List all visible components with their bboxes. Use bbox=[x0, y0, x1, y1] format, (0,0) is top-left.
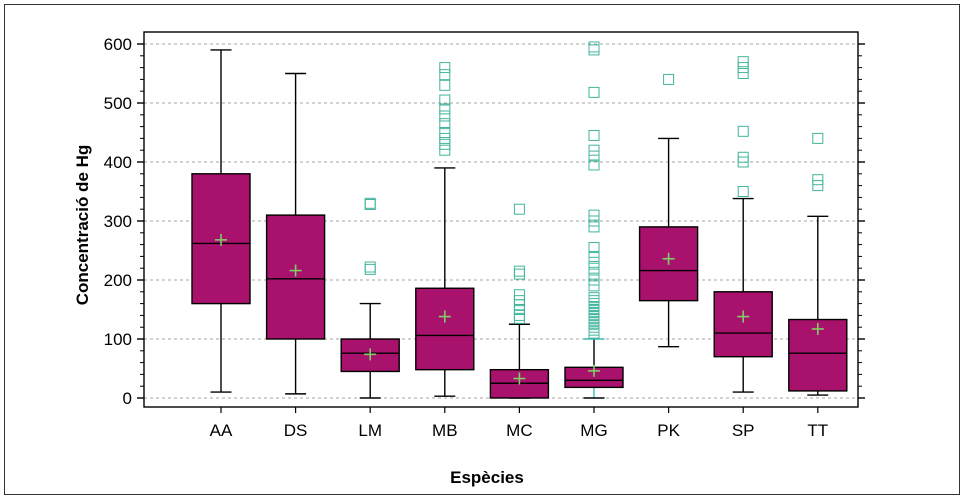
outlier-point bbox=[439, 110, 451, 122]
outlier-point bbox=[513, 289, 525, 301]
outlier-point bbox=[513, 309, 525, 321]
outlier-point bbox=[513, 265, 525, 277]
outlier-point bbox=[439, 94, 451, 106]
box-pk bbox=[638, 73, 699, 348]
outlier-point bbox=[588, 274, 600, 286]
outlier-point bbox=[439, 118, 451, 130]
outlier-point bbox=[439, 103, 451, 115]
outlier-point bbox=[737, 62, 749, 74]
x-tick-label: TT bbox=[807, 421, 828, 440]
x-tick-label: SP bbox=[732, 421, 755, 440]
box-mg bbox=[564, 41, 624, 399]
box-mc bbox=[489, 203, 550, 399]
box-sp bbox=[713, 56, 773, 393]
outlier-point bbox=[588, 221, 600, 233]
x-tick-label: MC bbox=[506, 421, 532, 440]
outlier-point bbox=[364, 197, 376, 209]
x-axis-title: Espècies bbox=[450, 468, 524, 487]
outlier-point bbox=[588, 280, 600, 292]
box-tt bbox=[788, 132, 848, 396]
outlier-point bbox=[588, 159, 600, 171]
outer-border bbox=[4, 4, 960, 495]
outlier-point bbox=[737, 68, 749, 79]
iqr-box bbox=[415, 287, 475, 371]
x-tick-label: MG bbox=[580, 421, 607, 440]
y-tick-label: 300 bbox=[104, 212, 132, 231]
outlier-point bbox=[439, 69, 451, 81]
outlier-point bbox=[588, 144, 600, 156]
x-tick-label: MB bbox=[432, 421, 458, 440]
y-tick-label: 500 bbox=[104, 94, 132, 113]
y-axis-title: Concentració de Hg bbox=[73, 145, 92, 306]
y-tick-label: 0 bbox=[123, 389, 132, 408]
outlier-point bbox=[588, 268, 600, 280]
outlier-point bbox=[588, 250, 600, 262]
box-lm bbox=[340, 197, 400, 399]
outlier-point bbox=[588, 262, 600, 274]
outlier-point bbox=[439, 62, 451, 74]
x-tick-label: DS bbox=[284, 421, 308, 440]
y-tick-label: 100 bbox=[104, 330, 132, 349]
outlier-point bbox=[513, 268, 525, 280]
outlier-point bbox=[513, 203, 525, 215]
outlier-point bbox=[364, 261, 376, 273]
outlier-point bbox=[588, 256, 600, 268]
plot-frame bbox=[143, 31, 859, 408]
x-tick-label: PK bbox=[657, 421, 680, 440]
outlier-point bbox=[737, 125, 749, 137]
outlier-point bbox=[439, 132, 451, 144]
x-tick-label: AA bbox=[210, 421, 233, 440]
iqr-box bbox=[265, 214, 326, 340]
y-tick-label: 200 bbox=[104, 271, 132, 290]
outlier-point bbox=[588, 215, 600, 227]
outlier-point bbox=[364, 263, 376, 275]
x-tick-label: LM bbox=[358, 421, 382, 440]
outlier-point bbox=[588, 41, 600, 53]
outlier-point bbox=[588, 86, 600, 98]
box-aa bbox=[191, 49, 251, 393]
box-mb bbox=[415, 62, 475, 397]
outlier-point bbox=[812, 174, 824, 186]
outlier-point bbox=[812, 132, 824, 144]
axes: 0 100 200 300 400 500 600 AA DS LM MB MC MG PK SP TT bbox=[104, 35, 865, 440]
outlier-point bbox=[737, 151, 749, 163]
outlier-point bbox=[588, 129, 600, 141]
y-tick-label: 400 bbox=[104, 153, 132, 172]
iqr-box bbox=[713, 291, 773, 358]
box-ds bbox=[265, 72, 326, 395]
outlier-point bbox=[439, 138, 451, 150]
outlier-point bbox=[513, 295, 525, 307]
outlier-point bbox=[588, 242, 600, 254]
outlier-point bbox=[588, 44, 600, 56]
outlier-point bbox=[588, 209, 600, 221]
y-tick-label: 600 bbox=[104, 35, 132, 54]
outlier-point bbox=[439, 144, 451, 156]
outlier-point bbox=[737, 186, 749, 197]
boxes bbox=[191, 41, 848, 399]
outlier-point bbox=[812, 180, 824, 192]
outlier-point bbox=[663, 73, 675, 85]
outlier-point bbox=[588, 150, 600, 162]
outlier-point bbox=[737, 56, 749, 68]
outlier-point bbox=[439, 127, 451, 138]
outlier-point bbox=[588, 292, 600, 304]
outlier-point bbox=[439, 79, 451, 91]
